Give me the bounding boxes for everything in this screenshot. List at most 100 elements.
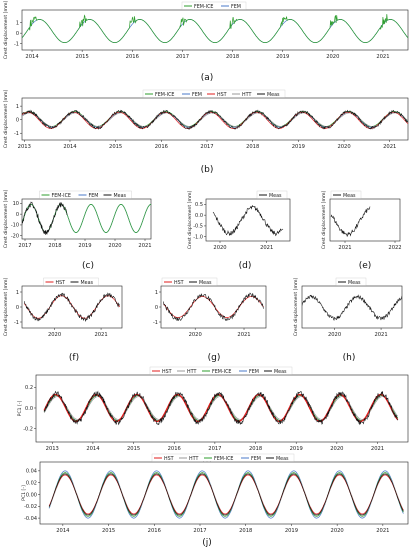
x-tick-label: 2017 — [18, 243, 31, 249]
series-line-meas — [212, 204, 284, 237]
series-line-hst — [24, 295, 120, 319]
legend-label: Meas — [267, 92, 280, 98]
legend-box — [256, 190, 288, 199]
x-tick-label: 2021 — [138, 243, 151, 249]
series-line-meas — [22, 201, 68, 235]
y-axis-label: Crest displacement [mm] — [321, 191, 327, 250]
legend-label: Meas — [114, 193, 127, 199]
panel-j: 2014 2015 2016 2017 2018 2019 2020 2021 0.04 0.02… — [21, 453, 409, 548]
panel-h: 2020 2021 Crest displacement [mm] Meas (h) — [293, 277, 403, 363]
y-tick-label: 0 — [155, 305, 158, 311]
x-tick-label: 2021 — [371, 446, 384, 452]
y-tick-label: 0.00 — [26, 492, 37, 498]
plot-frame — [35, 374, 409, 443]
y-axis-label: Crest displacement [mm] — [293, 278, 299, 337]
series-line-meas — [302, 294, 402, 322]
legend-label: FEM-ICE — [212, 369, 231, 375]
y-tick-label: -1 — [14, 41, 19, 47]
series-line-hst — [163, 296, 264, 318]
y-tick-label: -20 — [11, 234, 19, 240]
series-group — [24, 292, 120, 322]
x-tick-label: 2015 — [127, 446, 140, 452]
y-tick-label: 1 — [16, 290, 19, 296]
x-tick-label: 2021 — [383, 144, 396, 150]
legend-label: FEM — [89, 193, 99, 199]
plot-frame — [160, 285, 267, 329]
x-tick-label: 2021 — [376, 54, 389, 60]
legend-label: HTT — [189, 456, 198, 462]
x-tick-label: 2017 — [176, 54, 189, 60]
legend-label: FEM — [251, 456, 261, 462]
x-tick-label: 2015 — [76, 54, 89, 60]
series-line-meas — [24, 292, 120, 322]
y-tick-label: -0.02 — [24, 504, 37, 510]
legend-label: HTT — [242, 92, 251, 98]
x-tick-label: 2021 — [237, 332, 250, 338]
y-tick-label: 0 — [16, 117, 19, 123]
legend-box — [330, 190, 362, 199]
legend: Meas — [330, 190, 362, 199]
x-tick-label: 2020 — [213, 245, 226, 251]
series-line-meas — [22, 109, 408, 130]
legend-label: HST — [164, 456, 174, 462]
x-tick-label: 2018 — [48, 243, 61, 249]
legend-box — [335, 277, 367, 286]
y-tick-label: 1 — [155, 290, 158, 296]
x-tick-label: 2018 — [246, 144, 259, 150]
plot-frame — [21, 9, 409, 51]
legend-label: FEM-ICE — [155, 92, 174, 98]
x-tick-label: 2019 — [290, 446, 303, 452]
x-tick-label: 2020 — [48, 332, 61, 338]
x-tick-label: 2020 — [328, 332, 341, 338]
legend-label: FEM-ICE — [214, 456, 233, 462]
y-axis-label: Crest displacement [mm] — [187, 191, 193, 250]
legend: HST Meas — [43, 277, 99, 286]
legend-label: Meas — [81, 280, 94, 286]
x-tick-label: 2021 — [260, 245, 273, 251]
y-axis-label: PC1 [-] — [17, 400, 23, 416]
series-line-meas — [48, 473, 404, 516]
y-axis-label: Crest displacement [mm] — [3, 190, 9, 249]
panel-caption: (g) — [208, 353, 221, 363]
series-group — [48, 470, 404, 519]
y-tick-label: 0.02 — [26, 480, 37, 486]
legend-label: Meas — [276, 456, 289, 462]
y-tick-label: 0.0 — [25, 406, 33, 412]
x-tick-label: 2016 — [168, 446, 181, 452]
x-tick-label: 2015 — [109, 144, 122, 150]
plot-frame — [301, 285, 403, 329]
y-tick-label: -0.04 — [24, 516, 37, 522]
x-tick-label: 2020 — [108, 243, 121, 249]
y-tick-label: 10 — [13, 201, 19, 207]
legend-label: FEM-ICE — [52, 193, 71, 199]
legend: HST HTT FEM-ICE FEM Meas — [149, 366, 293, 375]
legend: HST Meas — [161, 277, 218, 286]
series-line-hst — [22, 111, 408, 129]
panel-b: 2013 2014 2015 2016 2017 2018 2019 2020 2021 1 0 -1… — [3, 89, 409, 175]
legend-label: Meas — [343, 193, 356, 199]
legend-label: HST — [162, 369, 172, 375]
panel-caption: (b) — [201, 165, 214, 175]
y-axis-label: Crest displacement [mm] — [3, 90, 9, 149]
y-tick-label: 0.0 — [195, 213, 203, 219]
legend: Meas — [256, 190, 288, 199]
y-tick-label: 0.04 — [26, 469, 37, 475]
panel-caption: (j) — [202, 538, 212, 548]
legend-label: HTT — [187, 369, 196, 375]
legend-box — [151, 453, 295, 462]
x-tick-label: 2020 — [330, 446, 343, 452]
plot-frame — [21, 285, 123, 329]
x-tick-label: 2014 — [25, 54, 39, 60]
series-line-meas — [330, 206, 371, 237]
series-group — [330, 206, 371, 237]
legend: FEM-ICE FEM HST HTT Meas — [142, 89, 286, 98]
x-tick-label: 2020 — [189, 332, 202, 338]
x-tick-label: 2016 — [126, 54, 139, 60]
x-tick-label: 2015 — [102, 528, 115, 534]
legend-label: FEM — [249, 369, 259, 375]
legend-box — [181, 1, 247, 10]
series-line-hst — [48, 474, 404, 515]
legend: Meas — [335, 277, 367, 286]
